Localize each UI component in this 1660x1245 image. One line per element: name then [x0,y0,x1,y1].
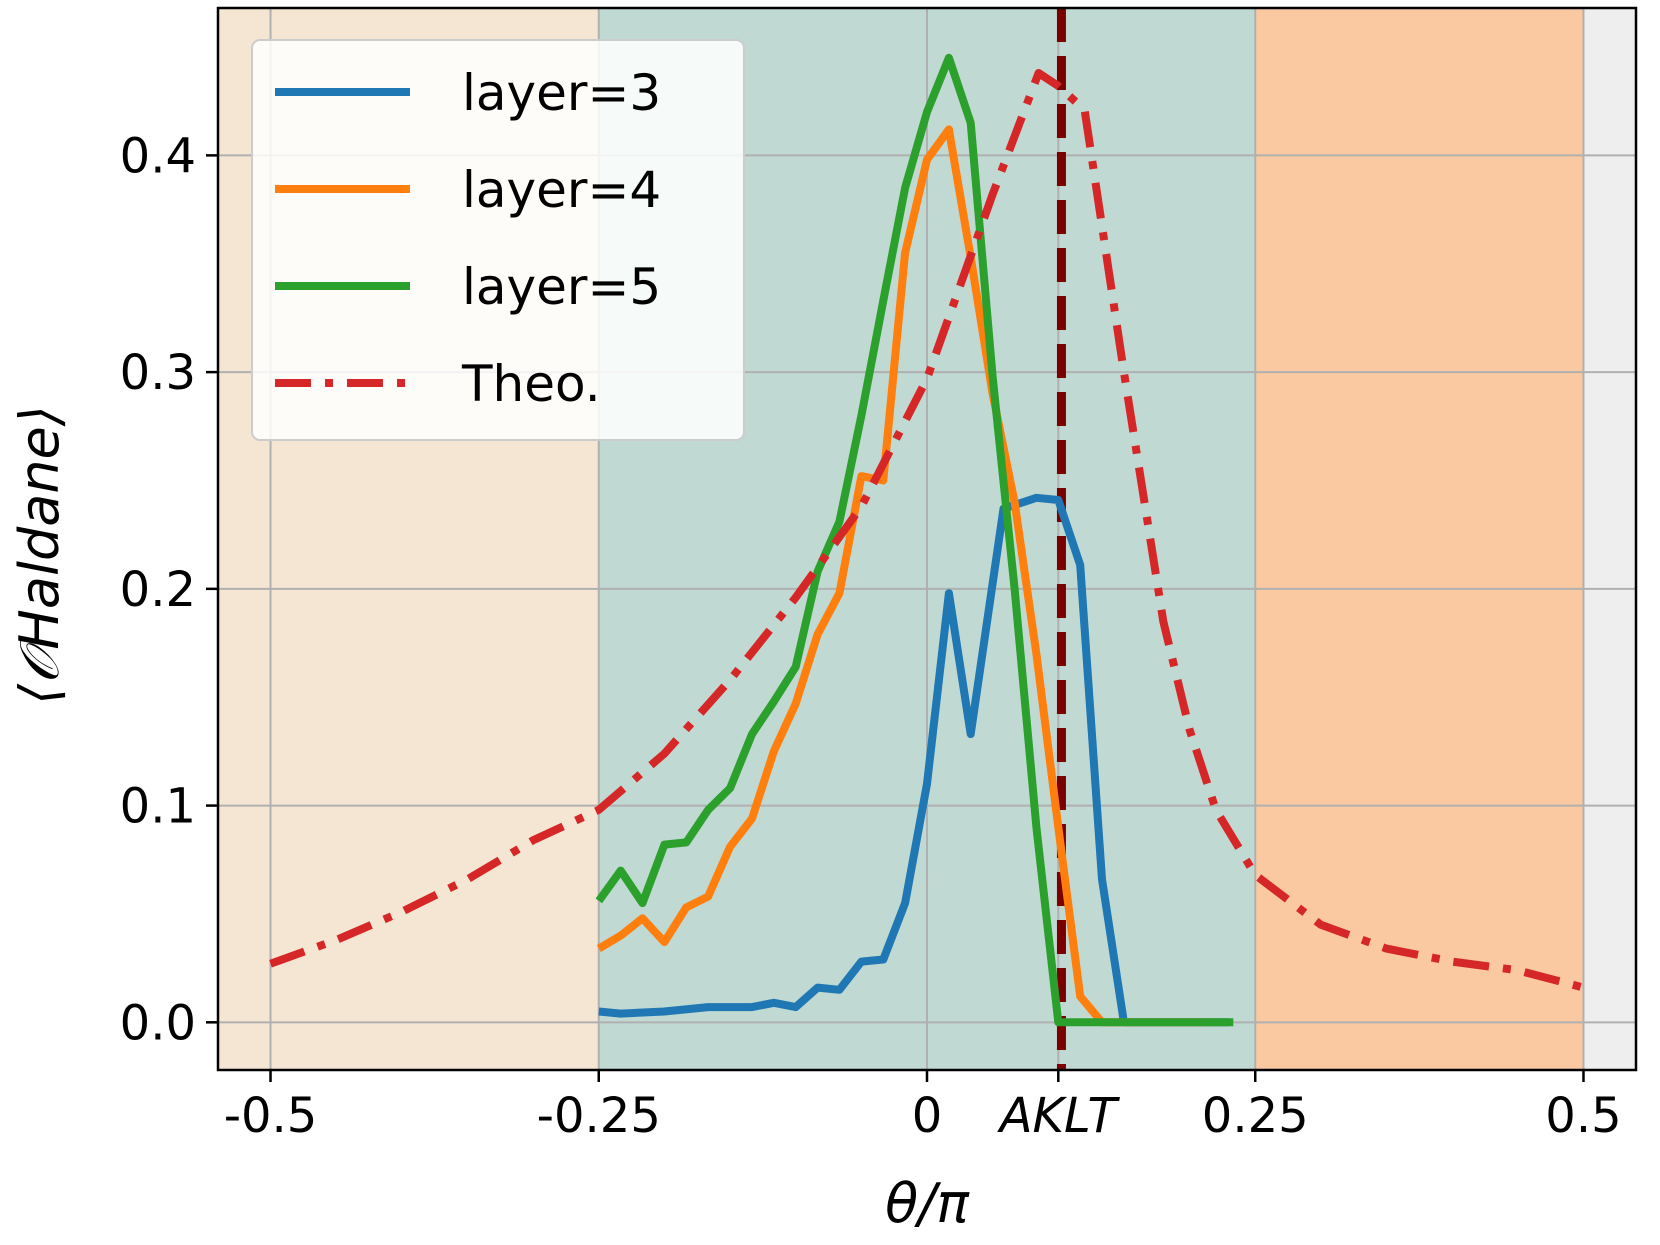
x-tick-label-4: 0.25 [1202,1088,1309,1144]
region-3 [1583,8,1636,1070]
legend-label-2: layer=5 [462,258,661,316]
y-tick-label-3: 0.3 [120,345,196,401]
series-line-2 [595,53,1234,1027]
legend: layer=3 layer=4 layer=5 Theo. [251,39,745,441]
x-tick-label-2: 0 [912,1088,943,1144]
data-series [269,53,1585,1027]
x-axis-ticks: -0.5 -0.25 0 AKLT 0.25 0.5 [224,1070,1622,1144]
legend-box [251,39,745,441]
x-axis-label: θ/π [885,1172,970,1235]
y-tick-label-2: 0.2 [120,562,196,618]
region-2 [1255,8,1584,1070]
y-tick-label-4: 0.4 [120,128,196,184]
x-tick-label-1: -0.25 [537,1088,661,1144]
x-tick-label-3: AKLT [997,1088,1121,1144]
y-axis-ticks: 0.0 0.1 0.2 0.3 0.4 [120,128,218,1051]
x-tick-label-5: 0.5 [1545,1088,1621,1144]
y-tick-label-0: 0.0 [120,995,196,1051]
legend-label-0: layer=3 [462,64,661,122]
series-line-3 [269,69,1585,992]
y-tick-label-1: 0.1 [120,779,196,835]
legend-label-1: layer=4 [462,161,661,219]
legend-label-3: Theo. [461,355,601,413]
grid-lines [218,8,1636,1070]
y-axis-label: ⟨𝒪Haldane⟩ [8,405,71,705]
x-tick-label-0: -0.5 [224,1088,318,1144]
